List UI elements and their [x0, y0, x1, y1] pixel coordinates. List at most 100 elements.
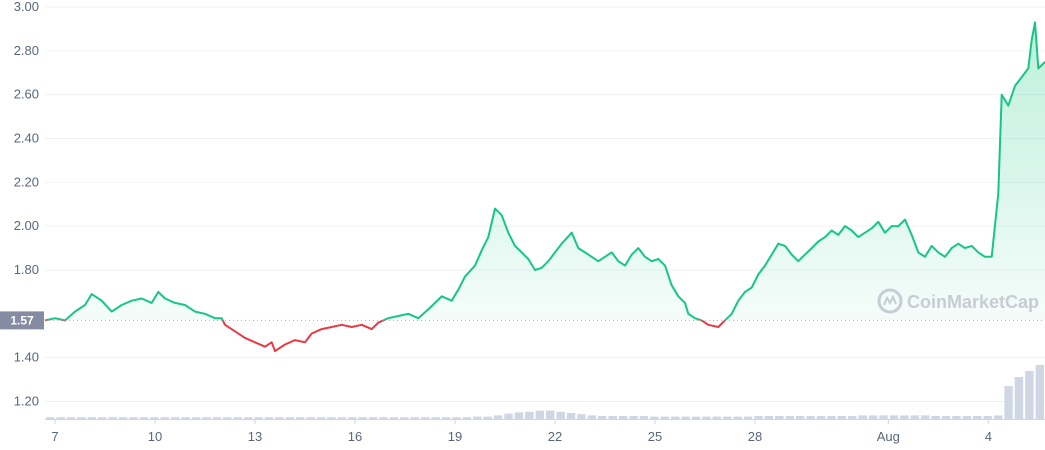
volume-bar: [56, 417, 65, 419]
volume-bar: [191, 417, 201, 419]
volume-bar: [348, 417, 357, 419]
volume-bar: [931, 416, 940, 419]
volume-bar: [285, 417, 294, 419]
price-area: [45, 22, 1045, 321]
badge-label: 1.57: [10, 313, 34, 327]
volume-bar: [410, 417, 419, 419]
volume-bar: [868, 415, 878, 419]
volume-bar: [723, 416, 732, 419]
x-tick-label: 7: [51, 429, 58, 444]
area-fill: [45, 22, 1045, 321]
volume-bar: [452, 417, 461, 419]
volume-bar: [973, 416, 982, 419]
price-line-above: [44, 21, 1045, 321]
volume-bar: [421, 417, 430, 419]
x-tick-label: 4: [985, 429, 992, 444]
volume-bar: [587, 415, 597, 419]
volume-bar: [493, 415, 503, 419]
coinmarketcap-logo-icon: [877, 288, 903, 314]
x-tick-label: 22: [548, 429, 562, 444]
x-tick-label: 19: [448, 429, 462, 444]
volume-bar: [525, 411, 534, 419]
volume-bar: [400, 417, 409, 419]
volume-bar: [681, 416, 690, 419]
volume-bar: [441, 417, 451, 419]
volume-bar: [910, 415, 919, 419]
watermark-text: CoinMarketCap: [907, 292, 1039, 312]
volume-bar: [858, 415, 867, 419]
volume-bar: [556, 411, 565, 419]
volume-bar: [743, 416, 753, 419]
volume-bar: [754, 416, 763, 419]
volume-bar: [1025, 371, 1034, 419]
volume-bar: [577, 414, 586, 419]
y-tick-label: 2.40: [14, 130, 39, 145]
volume-bar: [764, 416, 774, 419]
volume-bar: [806, 416, 815, 419]
volume-bar: [254, 417, 263, 419]
volume-bar: [202, 417, 211, 419]
volume-bar: [618, 416, 628, 419]
volume-bars: [46, 365, 1044, 419]
volume-bar: [1014, 377, 1024, 419]
badge-box: [0, 311, 44, 330]
volume-bar: [108, 417, 117, 419]
volume-bar: [264, 417, 274, 419]
volume-bar: [46, 417, 55, 419]
volume-bar: [358, 417, 367, 419]
volume-bar: [473, 416, 482, 419]
y-tick-label: 2.60: [14, 87, 39, 102]
volume-bar: [660, 416, 669, 419]
volume-bar: [368, 417, 378, 419]
volume-bar: [296, 417, 305, 419]
volume-bar: [650, 416, 659, 419]
volume-bar: [848, 416, 857, 419]
volume-bar: [598, 416, 607, 419]
volume-bar: [129, 417, 138, 419]
volume-bar: [921, 415, 930, 419]
y-tick-label: 2.80: [14, 43, 39, 58]
volume-bar: [962, 416, 972, 419]
volume-bar: [535, 410, 544, 419]
volume-bar: [952, 416, 961, 419]
volume-bar: [712, 416, 722, 419]
volume-bar: [702, 416, 711, 419]
x-tick-label: 28: [748, 429, 762, 444]
volume-bar: [1004, 386, 1013, 419]
y-tick-label: 1.40: [14, 350, 39, 365]
volume-bar: [983, 416, 992, 419]
volume-bar: [66, 417, 76, 419]
x-tick-label: 25: [648, 429, 662, 444]
volume-bar: [139, 417, 149, 419]
volume-bar: [733, 416, 742, 419]
watermark-logo: CoinMarketCap: [877, 288, 1039, 314]
price-line-below: [44, 320, 727, 353]
baseline-badge: 1.57: [0, 311, 44, 330]
volume-bar: [379, 417, 388, 419]
y-tick-label: 1.20: [14, 393, 39, 408]
volume-bar: [462, 417, 472, 419]
volume-bar: [837, 416, 847, 419]
volume-bar: [1035, 365, 1044, 419]
volume-bar: [233, 417, 242, 419]
volume-bar: [785, 416, 794, 419]
volume-bar: [160, 417, 169, 419]
x-tick-label: 16: [348, 429, 362, 444]
volume-bar: [212, 417, 222, 419]
y-tick-label: 2.00: [14, 218, 39, 233]
volume-bar: [629, 416, 638, 419]
volume-bar: [546, 410, 555, 419]
volume-bar: [150, 417, 159, 419]
x-tick-label: Aug: [877, 429, 900, 444]
volume-bar: [608, 416, 617, 419]
volume-bar: [775, 416, 784, 419]
x-tick-label: 13: [248, 429, 262, 444]
volume-bar: [483, 416, 492, 419]
volume-bar: [639, 416, 649, 419]
volume-bar: [566, 413, 576, 419]
y-axis: 3.00 2.80 2.60 2.40 2.20 2.00 1.80 1.40 1.20: [14, 0, 39, 408]
y-tick-label: 1.80: [14, 262, 39, 277]
volume-bar: [243, 417, 253, 419]
volume-bar: [98, 417, 107, 419]
